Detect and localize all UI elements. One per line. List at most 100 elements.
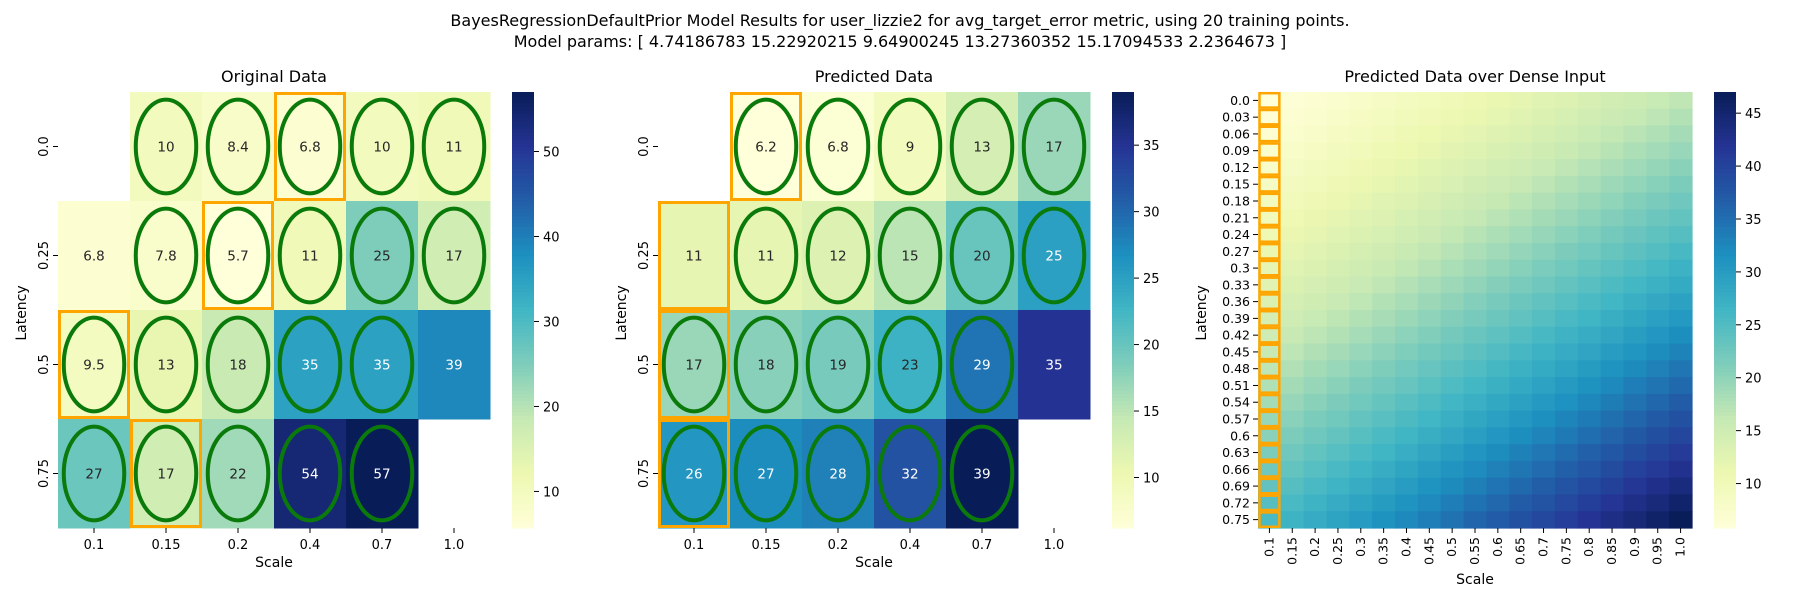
highlight-ellipse — [1021, 97, 1087, 196]
colorbar-segment — [512, 110, 534, 115]
dense-cell — [1532, 377, 1556, 395]
dense-prediction-title: Predicted Data over Dense Input — [1344, 67, 1605, 86]
dense-cell — [1577, 142, 1602, 160]
highlight-box — [658, 419, 730, 528]
colorbar-segment — [512, 179, 534, 184]
colorbar-segment — [1714, 222, 1736, 228]
dense-cell — [1532, 293, 1556, 311]
dense-cell — [1646, 108, 1670, 127]
colorbar-segment — [512, 99, 534, 104]
cell-value-label: 17 — [157, 467, 174, 483]
dense-cell — [1303, 427, 1328, 445]
dense-cell — [1577, 310, 1602, 328]
highlight-box — [1258, 259, 1281, 277]
y-tick-label: 0.0 — [637, 136, 652, 157]
highlight-ellipse — [349, 424, 415, 523]
dense-cell — [1577, 393, 1602, 412]
colorbar-segment — [1714, 146, 1736, 151]
colorbar-segment — [512, 102, 534, 108]
dense-cell — [1280, 477, 1305, 496]
dense-cell — [1417, 326, 1442, 345]
cell-value-label: 28 — [829, 467, 846, 483]
dense-cell — [1554, 494, 1579, 512]
dense-cell — [1440, 142, 1465, 160]
colorbar-segment — [512, 433, 534, 438]
colorbar-segment — [512, 451, 534, 456]
dense-cell — [1509, 511, 1533, 529]
dense-cell — [1600, 175, 1625, 194]
colorbar-segment — [512, 164, 534, 169]
dense-cell — [1463, 108, 1488, 127]
colorbar-segment — [1714, 491, 1736, 496]
dense-cell — [1326, 427, 1350, 445]
colorbar-segment — [512, 201, 534, 206]
dense-cell — [1554, 427, 1579, 445]
dense-cell — [1440, 276, 1465, 294]
colorbar-tick-label: 30 — [1745, 266, 1762, 281]
dense-cell — [1669, 142, 1693, 160]
dense-cell — [1463, 92, 1488, 110]
colorbar-segment — [512, 204, 534, 209]
dense-cell — [1509, 494, 1533, 512]
colorbar-segment — [512, 186, 534, 191]
dense-cell — [1258, 159, 1282, 177]
colorbar-segment — [1714, 408, 1736, 413]
dense-cell — [1646, 511, 1670, 529]
dense-cell — [1463, 494, 1488, 512]
y-tick-label: 0.3 — [1230, 261, 1250, 276]
dense-cell — [1417, 377, 1442, 395]
cell-value-label: 17 — [1045, 140, 1062, 156]
colorbar-segment — [1714, 375, 1736, 380]
dense-cell — [1303, 242, 1328, 261]
cell-value-label: 11 — [445, 140, 462, 156]
dense-cell — [1554, 326, 1579, 345]
colorbar-segment — [512, 360, 534, 366]
dense-cell — [1669, 159, 1693, 177]
dense-cell — [1669, 427, 1693, 445]
dense-cell — [1395, 293, 1419, 311]
colorbar-segment — [1714, 477, 1736, 482]
dense-cell — [1463, 343, 1488, 361]
dense-cell — [1509, 293, 1533, 311]
dense-cell — [1509, 242, 1533, 261]
heatmap-cell — [274, 419, 347, 529]
colorbar-segment — [1714, 382, 1736, 387]
highlight-box — [658, 310, 730, 419]
colorbar-segment — [512, 92, 534, 97]
cell-value-label: 29 — [973, 358, 990, 374]
dense-cell — [1577, 360, 1602, 378]
colorbar-segment — [512, 280, 534, 286]
colorbar-segment — [1714, 157, 1736, 162]
colorbar-segment — [1714, 517, 1736, 522]
y-tick-label: 0.25 — [637, 241, 652, 270]
dense-cell — [1303, 460, 1328, 479]
highlight-box — [1258, 192, 1281, 210]
heatmap-cell — [802, 201, 875, 311]
colorbar-segment — [512, 462, 534, 467]
colorbar-segment — [1112, 411, 1134, 416]
dense-cell — [1440, 494, 1465, 512]
colorbar-segment — [512, 284, 534, 289]
colorbar-tick-label: 25 — [1745, 319, 1762, 334]
dense-cell — [1463, 293, 1488, 311]
heatmap-cell — [202, 310, 275, 420]
dense-cell — [1258, 310, 1282, 328]
cell-value-label: 6.8 — [83, 249, 104, 265]
dense-cell — [1577, 293, 1602, 311]
highlight-box — [1258, 209, 1281, 227]
colorbar-segment — [1112, 400, 1134, 406]
dense-cell — [1258, 209, 1282, 227]
colorbar-segment — [512, 182, 534, 188]
colorbar-segment — [1714, 393, 1736, 398]
colorbar-segment — [1714, 288, 1736, 293]
dense-cell — [1463, 511, 1488, 529]
colorbar-segment — [1112, 215, 1134, 220]
colorbar-segment — [1714, 339, 1736, 344]
colorbar-segment — [1714, 124, 1736, 129]
dense-cell — [1577, 226, 1602, 244]
cell-value-label: 35 — [373, 358, 390, 374]
heatmap-cell — [730, 310, 803, 420]
colorbar-segment — [1714, 448, 1736, 453]
dense-cell — [1554, 92, 1579, 110]
dense-cell — [1486, 108, 1510, 127]
